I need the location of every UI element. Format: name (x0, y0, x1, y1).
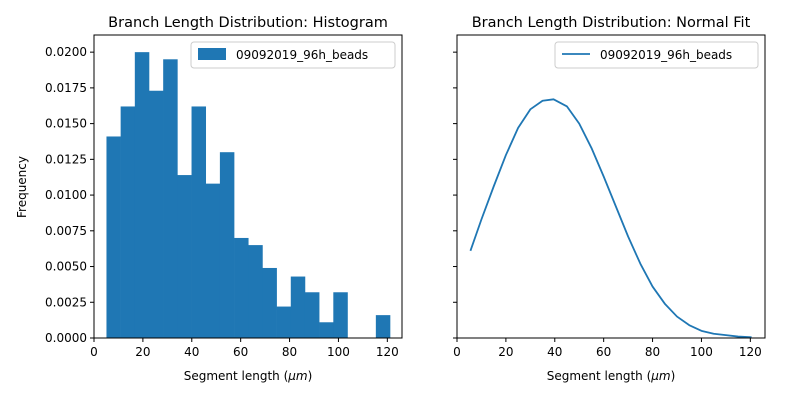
y-tick-label: 0.0100 (45, 188, 87, 202)
histogram-bar (205, 183, 221, 338)
histogram-bar (177, 175, 192, 338)
histogram-bar (191, 106, 207, 338)
axis-ticks: 0 20 40 60 80 100 120 0.0000 0.0025 0.0050 0.0075 0… (45, 45, 399, 359)
histogram-bar (276, 306, 292, 338)
plot-frame (456, 34, 766, 339)
histogram-bar (234, 237, 249, 338)
x-tick-label: 100 (327, 345, 350, 359)
legend-label: 09092019_96h_beads (236, 48, 368, 62)
x-tick-label: 0 (90, 345, 98, 359)
normal-fit-panel: Branch Length Distribution: Normal Fit S… (453, 15, 766, 383)
chart-title: Branch Length Distribution: Normal Fit (472, 15, 751, 31)
axis-ticks: 0 20 40 60 80 100 120 (453, 51, 762, 359)
legend-swatch (198, 48, 226, 60)
y-tick-label: 0.0150 (45, 117, 87, 131)
histogram-bar (106, 136, 121, 338)
y-tick-label: 0.0000 (45, 331, 87, 345)
chart-title: Branch Length Distribution: Histogram (108, 15, 388, 31)
legend: 09092019_96h_beads (190, 41, 396, 69)
histogram-panel: Branch Length Distribution: Histogram Fr… (15, 15, 403, 383)
y-tick-label: 0.0200 (45, 45, 87, 59)
plot-frame (93, 34, 403, 339)
x-tick-label: 80 (645, 345, 660, 359)
legend-label: 09092019_96h_beads (600, 48, 732, 62)
histogram-bar (120, 106, 136, 338)
histogram-bar (262, 267, 277, 338)
x-tick-label: 40 (547, 345, 562, 359)
x-tick-label: 120 (739, 345, 762, 359)
histogram-bar (375, 315, 391, 338)
legend-box (190, 41, 396, 69)
x-tick-label: 40 (184, 345, 199, 359)
x-tick-label: 60 (233, 345, 248, 359)
x-tick-label: 20 (135, 345, 150, 359)
series-line (469, 98, 752, 339)
x-tick-label: 0 (453, 345, 461, 359)
histogram-bar (134, 52, 150, 339)
x-axis-label: Segment length (μm) (547, 369, 676, 383)
histogram-bar (333, 292, 348, 338)
histogram-bars (106, 52, 391, 339)
histogram-bar (149, 90, 164, 338)
histogram-bar (163, 59, 178, 338)
y-tick-label: 0.0025 (45, 295, 87, 309)
histogram-bar (219, 152, 235, 338)
x-tick-label: 80 (282, 345, 297, 359)
y-tick-label: 0.0075 (45, 224, 87, 238)
x-tick-label: 100 (690, 345, 713, 359)
x-axis-label: Segment length (μm) (184, 369, 313, 383)
y-tick-label: 0.0125 (45, 152, 87, 166)
histogram-bar (248, 245, 263, 338)
histogram-bar (304, 292, 320, 338)
legend: 09092019_96h_beads (554, 41, 759, 69)
y-axis-label: Frequency (15, 156, 29, 218)
x-tick-label: 120 (376, 345, 399, 359)
x-tick-label: 60 (596, 345, 611, 359)
x-tick-label: 20 (498, 345, 513, 359)
y-tick-label: 0.0050 (45, 260, 87, 274)
histogram-bar (319, 322, 334, 338)
histogram-bar (290, 276, 306, 338)
legend-box (554, 41, 759, 69)
y-tick-label: 0.0175 (45, 81, 87, 95)
normal-fit-curve (469, 98, 752, 339)
